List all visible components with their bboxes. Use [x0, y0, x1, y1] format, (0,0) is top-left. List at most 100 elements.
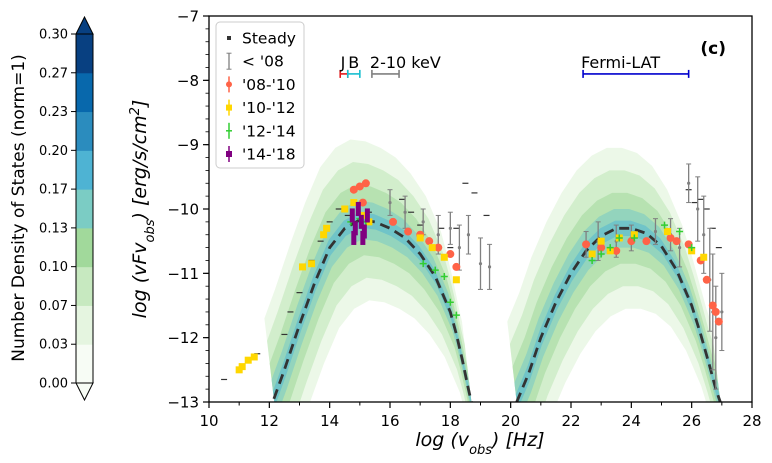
legend-marker-dot [226, 151, 232, 157]
point-12-14 [606, 244, 614, 252]
point-10-12 [700, 253, 708, 261]
point-08-10 [684, 240, 693, 249]
point-08 [696, 207, 700, 211]
point-08-10 [452, 262, 461, 271]
point-12-14 [446, 298, 454, 306]
point-08 [653, 229, 658, 234]
point-14-18 [360, 230, 366, 245]
colorbar-segment [76, 227, 93, 268]
colorbar-tick-label: 0.00 [39, 377, 68, 392]
x-tick-label: 20 [501, 412, 520, 430]
point-08 [466, 233, 471, 237]
data-points [221, 163, 725, 390]
point-08-10 [349, 185, 358, 194]
instrument-band-label: J [340, 53, 346, 72]
point-10-12 [323, 224, 331, 232]
x-tick-label: 14 [320, 412, 339, 430]
point-12-14 [597, 250, 605, 258]
point-08-10 [434, 243, 443, 252]
model-curve [272, 218, 722, 402]
point-08 [478, 262, 483, 266]
colorbar-tick-label: 0.30 [39, 28, 68, 43]
point-10-12 [428, 244, 436, 252]
x-tick-label: 24 [622, 412, 641, 430]
density-band [267, 162, 472, 402]
point-08 [448, 226, 452, 230]
legend: Steady < '08 '08-'10 '10-'12 '12-'14 '14-'18 [215, 21, 305, 169]
density-band [273, 212, 472, 402]
colorbar-tick-label: 0.17 [39, 183, 68, 198]
panel-label: (c) [700, 39, 726, 59]
y-tick-label: −9 [177, 136, 199, 154]
instrument-bands: J B 2-10 keV Fermi-LAT [339, 53, 690, 78]
point-10-12 [440, 253, 448, 261]
colorbar-segment [76, 305, 93, 345]
point-12-14 [688, 244, 696, 252]
point-12-14 [676, 228, 684, 236]
x-axis-label: log (vobs) [Hz] [415, 429, 544, 458]
colorbar-tick-label: 0.03 [39, 338, 68, 353]
point-08-10 [597, 243, 606, 252]
point-14-18 [349, 208, 355, 223]
legend-label: < '08 [242, 53, 284, 71]
point-08-10 [355, 182, 364, 191]
point-08 [487, 265, 492, 269]
colorbar-segment [76, 344, 93, 384]
colorbar-segment [76, 34, 93, 74]
colorbar-label: Number Density of States (norm=1) [9, 54, 29, 362]
point-08-10 [708, 301, 717, 310]
point-10-12 [320, 231, 328, 239]
point-10-12 [244, 356, 252, 364]
point-08-10 [446, 250, 455, 259]
point-10-12 [341, 205, 349, 213]
point-08 [702, 233, 706, 237]
point-08-10 [612, 246, 621, 255]
point-08-10 [702, 275, 711, 284]
colorbar-frame [75, 33, 94, 384]
point-12-14 [661, 221, 669, 229]
point-12-14 [615, 234, 623, 242]
point-08 [714, 336, 718, 340]
point-08 [421, 220, 425, 224]
point-08-10 [425, 237, 434, 246]
point-08-10 [358, 198, 367, 207]
axes: 10 12 14 16 18 20 22 24 26 28 −13 −12 −11 −10 −9 −8 −7 [167, 8, 761, 431]
colorbar-segment [76, 150, 93, 190]
colorbar-tick-label: 0.07 [39, 299, 68, 314]
point-12-14 [588, 256, 596, 264]
point-08 [388, 200, 392, 205]
legend-label: '10-'12 [242, 99, 296, 117]
x-tick-label: 18 [441, 412, 460, 430]
instrument-band-label: Fermi-LAT [581, 53, 660, 72]
colorbar-segment [76, 266, 93, 306]
point-12-14 [440, 273, 448, 281]
point-08-10 [672, 237, 681, 246]
point-08 [678, 246, 682, 250]
y-tick-label: −8 [177, 72, 199, 90]
colorbar-segment [76, 189, 93, 229]
legend-frame [215, 21, 305, 169]
legend-label: '08-'10 [242, 76, 296, 94]
point-10-12 [308, 260, 316, 268]
point-10-12 [597, 237, 605, 245]
point-08 [436, 233, 440, 237]
point-10-12 [238, 363, 246, 371]
point-10-12 [588, 250, 596, 258]
y-tick-label: −10 [167, 201, 199, 219]
legend-label: '12-'14 [242, 122, 296, 140]
point-12-14 [630, 234, 638, 242]
colorbar-tick-label: 0.20 [39, 144, 68, 159]
point-12-14 [419, 260, 427, 268]
point-08-10 [404, 227, 413, 236]
instrument-band-label: B [348, 53, 359, 72]
point-10-12 [350, 199, 358, 207]
point-08 [720, 310, 724, 314]
point-08 [403, 210, 407, 214]
y-tick-label: −11 [167, 265, 199, 283]
legend-marker-dot [226, 104, 232, 111]
point-08-10 [389, 217, 398, 226]
y-tick-label: −7 [177, 8, 199, 26]
colorbar-extend-top [75, 15, 94, 35]
point-12-14 [452, 311, 460, 319]
x-tick-label: 28 [742, 412, 761, 430]
